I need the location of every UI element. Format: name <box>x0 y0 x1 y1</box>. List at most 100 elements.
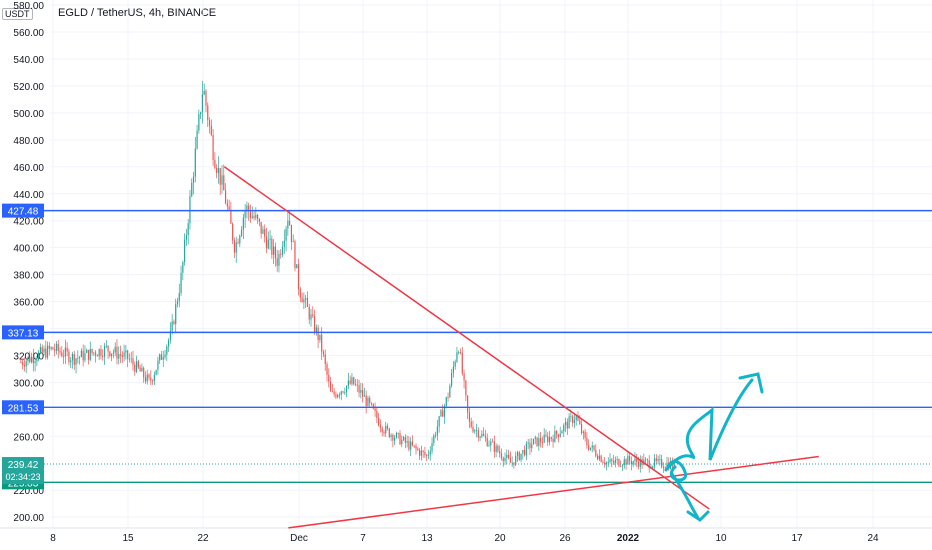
candle-body <box>127 350 129 359</box>
candle-body <box>438 416 440 427</box>
candle-body <box>226 203 228 207</box>
candle-body <box>402 437 405 440</box>
candle-body <box>271 238 273 255</box>
candle-body <box>317 327 319 340</box>
candle-body <box>645 459 647 461</box>
candle-body <box>516 452 519 456</box>
y-tick-label: 300.00 <box>13 378 44 389</box>
candle-body <box>401 439 403 445</box>
candle-body <box>251 216 253 218</box>
candle-body <box>312 314 314 316</box>
candle-body <box>192 176 195 183</box>
candle-body <box>171 321 173 331</box>
candle-body <box>281 246 284 255</box>
candle-body <box>507 454 510 458</box>
candle-body <box>321 334 323 352</box>
candle-body <box>424 452 426 456</box>
candle-body <box>98 349 100 357</box>
candle-body <box>451 372 453 386</box>
candle-body <box>659 459 661 460</box>
candle-body <box>212 135 214 160</box>
candle-body <box>370 403 373 405</box>
candle-body <box>561 431 563 434</box>
candle-body <box>160 354 163 360</box>
candle-body <box>598 455 600 460</box>
annotation-arrow-down-path <box>670 472 700 520</box>
candle-body <box>634 458 636 462</box>
candle-body <box>294 241 296 269</box>
horizontal-levels[interactable] <box>44 209 932 484</box>
candle-body <box>388 428 390 437</box>
candle-body <box>23 364 26 367</box>
candle-body <box>80 350 82 358</box>
candle-body <box>249 211 252 218</box>
candle-body <box>442 410 444 417</box>
candle-body <box>93 352 95 354</box>
candle-body <box>500 453 503 459</box>
candle-body <box>452 366 454 373</box>
candle-body <box>52 347 54 350</box>
candle-body <box>111 353 113 356</box>
candle-body <box>354 384 357 386</box>
candle-body <box>408 441 410 450</box>
candle-body <box>449 385 451 398</box>
candle-body <box>134 364 136 372</box>
candle-body <box>107 345 109 352</box>
chart-title: EGLD / TetherUS, 4h, BINANCE <box>58 7 217 19</box>
candle-body <box>580 423 583 433</box>
candle-body <box>157 360 159 370</box>
candle-body <box>522 449 524 454</box>
candle-body <box>180 272 182 294</box>
candle-body <box>105 345 107 347</box>
candle-body <box>502 458 504 462</box>
candle-body <box>73 354 75 365</box>
candle-body <box>497 445 499 452</box>
candle-body <box>38 352 40 360</box>
candle-body <box>630 460 632 465</box>
candle-body <box>648 460 650 469</box>
candle-body <box>103 345 106 357</box>
candle-body <box>353 377 355 385</box>
candle-body <box>662 466 665 468</box>
y-tick-label: 580.00 <box>13 1 44 12</box>
candle-body <box>547 436 549 443</box>
candle-body <box>50 347 52 349</box>
candle-body <box>185 235 187 240</box>
candle-body <box>123 352 125 357</box>
candle-body <box>568 416 570 429</box>
candle-body <box>604 462 606 465</box>
candle-body <box>55 343 58 351</box>
candle-body <box>289 220 291 225</box>
candle-body <box>483 433 485 436</box>
candle-body <box>664 467 666 469</box>
y-tick-label: 460.00 <box>13 163 44 174</box>
trendlines[interactable] <box>223 166 819 529</box>
candle-body <box>233 240 236 253</box>
candle-body <box>347 380 349 386</box>
candle-body <box>146 374 148 382</box>
candle-body <box>383 431 385 434</box>
candle-body <box>621 465 624 467</box>
annotation-arrow-up-head <box>738 372 764 394</box>
candle-body <box>548 437 551 443</box>
candle-body <box>564 421 567 426</box>
candle-body <box>356 384 358 386</box>
candle-body <box>344 392 346 394</box>
candle-body <box>22 362 24 365</box>
candle-body <box>66 347 68 352</box>
candle-body <box>118 354 120 359</box>
candle-body <box>143 367 145 378</box>
candle-body <box>54 349 56 351</box>
candle-body <box>390 434 392 437</box>
candle-body <box>605 462 608 465</box>
currency-unit-badge[interactable]: USDT <box>2 8 33 20</box>
candle-body <box>71 354 74 361</box>
candle-body <box>70 360 72 363</box>
candle-body <box>374 408 376 411</box>
candle-body <box>46 345 49 358</box>
candle-body <box>164 354 166 358</box>
candle-body <box>596 455 599 460</box>
candle-body <box>427 454 430 456</box>
